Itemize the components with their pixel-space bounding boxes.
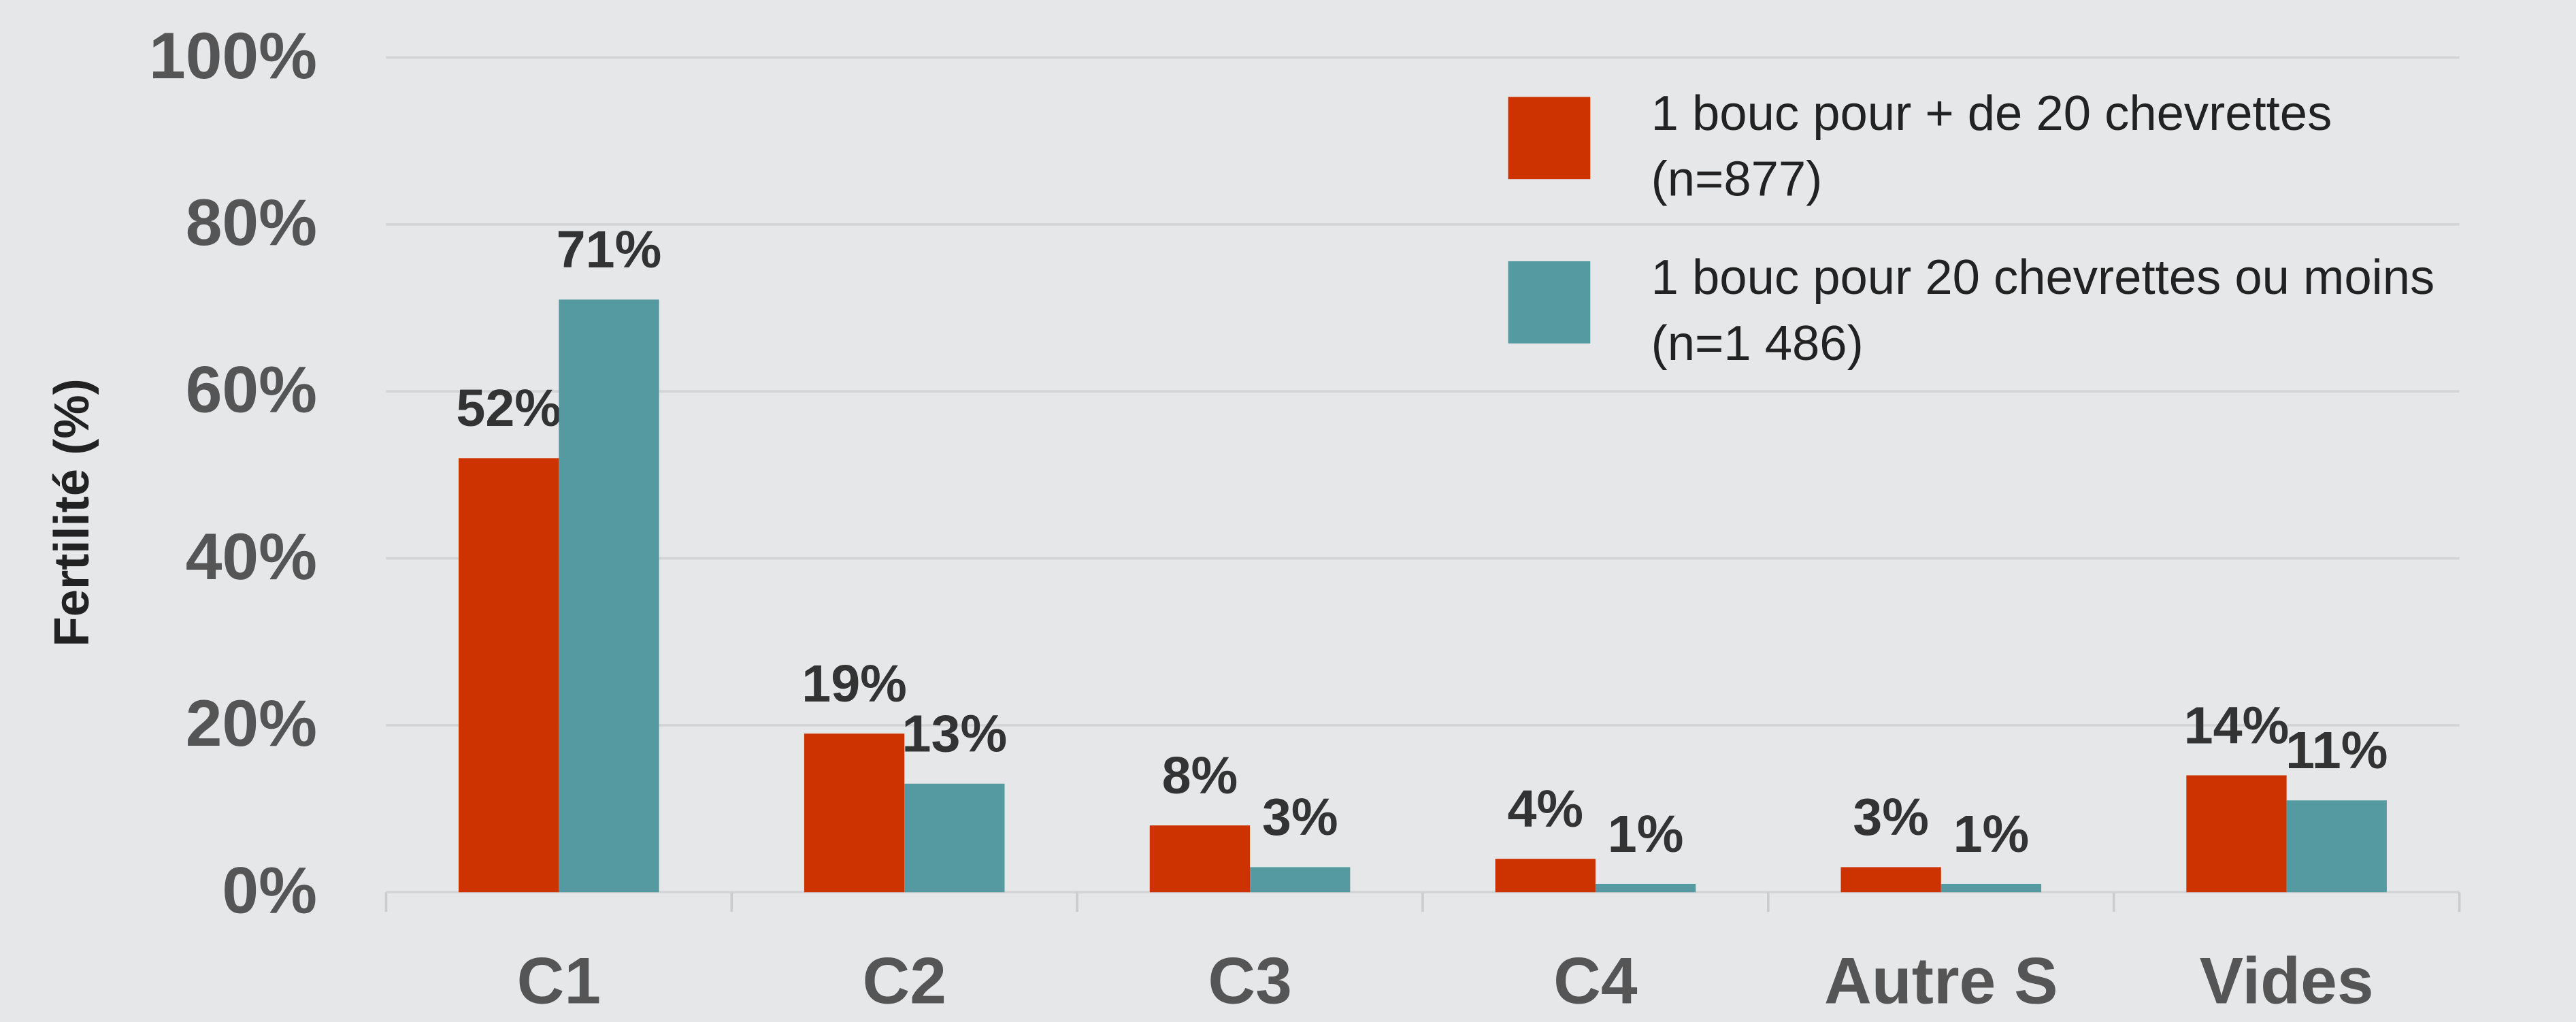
y-tick-label: 80% (186, 186, 317, 259)
data-label: 8% (1162, 746, 1238, 805)
y-tick-label: 0% (222, 855, 317, 927)
bar (804, 733, 905, 893)
data-label: 71% (557, 220, 662, 279)
data-label: 11% (2285, 721, 2388, 780)
y-tick-label: 60% (186, 354, 317, 427)
bar (559, 299, 659, 893)
data-label: 3% (1853, 788, 1929, 846)
bar (1495, 859, 1596, 893)
data-label: 52% (456, 379, 561, 438)
data-label: 19% (802, 655, 907, 713)
bar (2286, 800, 2387, 893)
bar (1595, 883, 1696, 893)
bar (2186, 775, 2287, 893)
y-tick-label: 100% (149, 20, 317, 93)
data-label: 14% (2184, 696, 2290, 755)
y-axis-title: Fertilité (%) (44, 378, 99, 646)
bar (459, 458, 559, 893)
legend-swatch (1508, 261, 1591, 344)
bar (904, 783, 1005, 893)
y-tick-label: 40% (186, 521, 317, 593)
legend-label: 1 bouc pour 20 chevrettes ou moins (n=1 … (1651, 251, 2435, 372)
data-label: 4% (1507, 780, 1583, 838)
data-label: 13% (902, 705, 1008, 763)
x-tick-label: C1 (517, 944, 601, 1017)
legend-label: 1 bouc pour + de 20 chevrettes (n=877) (1651, 86, 2332, 208)
data-label: 3% (1262, 788, 1338, 846)
data-label: 1% (1608, 805, 1684, 863)
x-tick-label: C4 (1553, 944, 1638, 1017)
x-tick-label: C3 (1208, 944, 1291, 1017)
bar (1840, 867, 1941, 893)
bar (1941, 883, 2042, 893)
x-tick-label: C2 (862, 944, 946, 1017)
data-label: 1% (1953, 805, 2030, 863)
bar (1250, 867, 1351, 893)
x-tick-label: Autre S (1824, 944, 2058, 1017)
legend-swatch (1508, 97, 1591, 180)
y-tick-label: 20% (186, 687, 317, 760)
bar (1149, 825, 1251, 893)
x-tick-label: Vides (2200, 944, 2374, 1017)
